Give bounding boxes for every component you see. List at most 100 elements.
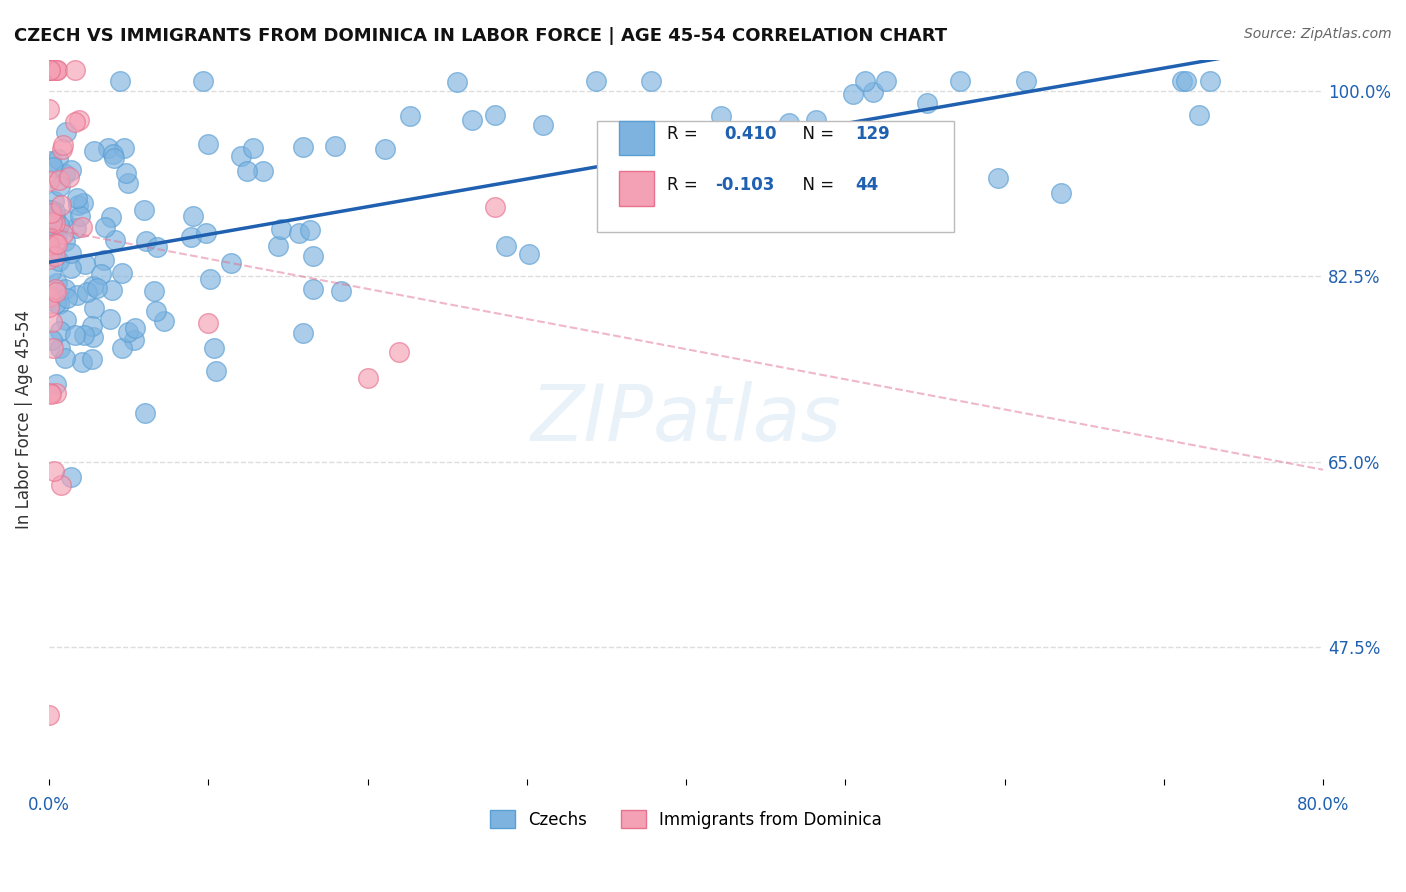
Point bbox=[110, 74, 132, 88]
Point bbox=[97, 141, 120, 155]
Point bbox=[83, 144, 105, 158]
Point bbox=[101, 283, 124, 297]
Point bbox=[38, 174, 60, 188]
Point bbox=[86, 280, 108, 294]
Point bbox=[39, 221, 62, 235]
Point bbox=[39, 265, 62, 279]
FancyBboxPatch shape bbox=[619, 171, 654, 206]
Point bbox=[65, 221, 87, 235]
Point bbox=[83, 301, 105, 315]
Point bbox=[56, 292, 79, 306]
Point bbox=[288, 227, 311, 241]
Point bbox=[41, 215, 63, 229]
Point bbox=[640, 74, 662, 88]
Point bbox=[41, 246, 63, 260]
Text: -0.103: -0.103 bbox=[716, 176, 775, 194]
Point bbox=[73, 257, 96, 271]
Point bbox=[52, 137, 75, 152]
Point bbox=[124, 333, 146, 347]
Point bbox=[60, 246, 83, 260]
Point bbox=[53, 351, 76, 365]
Point bbox=[67, 112, 90, 127]
Point bbox=[112, 141, 135, 155]
Point bbox=[38, 63, 60, 78]
Point bbox=[82, 352, 104, 367]
Y-axis label: In Labor Force | Age 45-54: In Labor Force | Age 45-54 bbox=[15, 310, 32, 529]
Point bbox=[143, 285, 166, 299]
Point bbox=[100, 211, 122, 225]
Point bbox=[38, 63, 60, 78]
Text: Source: ZipAtlas.com: Source: ZipAtlas.com bbox=[1244, 27, 1392, 41]
Point bbox=[39, 202, 62, 217]
Point bbox=[80, 319, 103, 334]
Point bbox=[72, 196, 94, 211]
Point bbox=[48, 218, 70, 232]
Point bbox=[48, 324, 70, 338]
Point bbox=[44, 216, 66, 230]
Point bbox=[329, 284, 352, 298]
Point bbox=[46, 227, 69, 241]
Point bbox=[63, 115, 86, 129]
FancyBboxPatch shape bbox=[619, 120, 654, 155]
Point bbox=[52, 227, 75, 242]
Point bbox=[82, 278, 104, 293]
Point bbox=[585, 74, 607, 88]
Point bbox=[446, 75, 468, 89]
Point bbox=[45, 285, 67, 300]
Point bbox=[67, 197, 90, 211]
Point bbox=[117, 176, 139, 190]
Point bbox=[191, 74, 214, 88]
Point bbox=[46, 276, 69, 290]
Point bbox=[38, 63, 60, 78]
Point bbox=[46, 237, 69, 252]
Point bbox=[807, 162, 830, 177]
Point bbox=[48, 254, 70, 268]
Point bbox=[41, 341, 63, 355]
Point bbox=[711, 126, 734, 140]
Point bbox=[291, 140, 314, 154]
Point bbox=[39, 387, 62, 401]
Point bbox=[38, 102, 60, 116]
Point bbox=[484, 108, 506, 122]
Point bbox=[100, 311, 122, 326]
Point bbox=[356, 371, 378, 385]
Point bbox=[1015, 74, 1038, 88]
Point bbox=[252, 163, 274, 178]
Point bbox=[235, 164, 257, 178]
Point bbox=[42, 194, 65, 208]
Point bbox=[66, 191, 89, 205]
Text: CZECH VS IMMIGRANTS FROM DOMINICA IN LABOR FORCE | AGE 45-54 CORRELATION CHART: CZECH VS IMMIGRANTS FROM DOMINICA IN LAB… bbox=[14, 27, 948, 45]
Point bbox=[44, 236, 66, 251]
Point bbox=[853, 74, 876, 88]
Point bbox=[70, 355, 93, 369]
Point bbox=[875, 74, 897, 88]
Point bbox=[41, 334, 63, 348]
Point bbox=[495, 239, 517, 253]
Point bbox=[51, 143, 73, 157]
Point bbox=[52, 212, 75, 227]
Point bbox=[55, 281, 77, 295]
Point bbox=[38, 300, 60, 314]
Point bbox=[49, 477, 72, 491]
Point bbox=[59, 260, 82, 275]
Point bbox=[90, 267, 112, 281]
Point bbox=[388, 344, 411, 359]
Point bbox=[1188, 108, 1211, 122]
Text: N =: N = bbox=[792, 126, 839, 144]
Point bbox=[44, 211, 66, 226]
Point bbox=[70, 220, 93, 235]
Point bbox=[38, 238, 60, 252]
Point bbox=[399, 109, 422, 123]
FancyBboxPatch shape bbox=[598, 120, 953, 232]
Point bbox=[101, 146, 124, 161]
Point bbox=[484, 200, 506, 214]
Point bbox=[323, 138, 346, 153]
Point bbox=[45, 385, 67, 400]
Point bbox=[104, 233, 127, 247]
Point bbox=[915, 96, 938, 111]
Point bbox=[45, 296, 67, 310]
Point bbox=[117, 325, 139, 339]
Point bbox=[197, 137, 219, 152]
Point bbox=[93, 252, 115, 267]
Point bbox=[41, 206, 63, 220]
